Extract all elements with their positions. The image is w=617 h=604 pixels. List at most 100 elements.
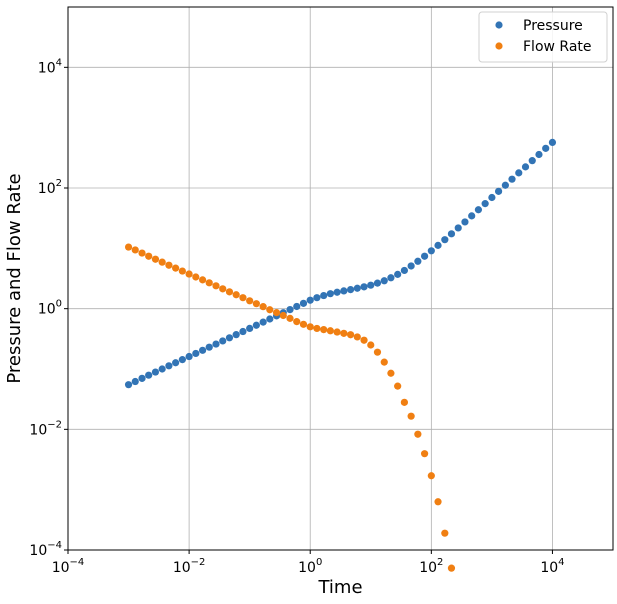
data-point — [320, 291, 328, 300]
plot-frame — [67, 6, 614, 551]
data-point — [528, 157, 536, 165]
data-point — [367, 281, 375, 289]
data-point — [259, 303, 267, 311]
series-pressure — [124, 138, 557, 389]
y-tick-label: 102 — [38, 178, 62, 197]
data-point — [138, 374, 146, 382]
legend-marker — [495, 21, 503, 29]
data-point — [145, 252, 153, 260]
data-point — [158, 365, 166, 373]
data-point — [192, 273, 200, 281]
series-flow-rate — [124, 243, 456, 572]
data-point — [414, 257, 422, 265]
data-point — [131, 377, 139, 386]
data-point — [192, 349, 200, 358]
data-point — [299, 299, 308, 307]
data-point — [340, 287, 348, 295]
data-point — [313, 324, 321, 333]
data-point — [279, 311, 287, 320]
data-point — [225, 288, 234, 296]
x-axis-ticks: 10−4 10−2 100 102 104 — [52, 550, 565, 576]
data-point — [548, 138, 557, 146]
data-point — [198, 276, 207, 284]
data-point — [165, 261, 173, 269]
data-point — [461, 218, 469, 226]
legend-label: Pressure — [523, 18, 583, 34]
data-point — [198, 346, 207, 354]
data-point — [239, 294, 247, 302]
data-point — [124, 381, 133, 389]
data-point — [138, 249, 146, 257]
data-point — [293, 318, 301, 326]
y-tick-label: 100 — [38, 299, 62, 318]
data-point — [259, 318, 267, 326]
data-point — [326, 327, 334, 335]
data-point — [320, 325, 328, 334]
data-point — [488, 193, 496, 202]
data-point — [272, 309, 281, 317]
data-point — [400, 266, 408, 275]
y-tick-label: 10−4 — [29, 540, 62, 559]
data-point — [380, 358, 388, 366]
data-point — [508, 175, 516, 183]
data-point — [212, 282, 220, 290]
data-point — [373, 348, 382, 356]
data-point — [219, 337, 227, 345]
data-point — [158, 258, 166, 266]
data-point — [340, 329, 348, 337]
data-point — [400, 398, 408, 406]
data-point — [286, 314, 294, 322]
data-point — [246, 324, 254, 332]
data-point — [434, 498, 442, 506]
data-point — [232, 331, 240, 339]
x-tick-label: 102 — [419, 557, 443, 576]
legend: Pressure Flow Rate — [478, 11, 608, 63]
data-point — [481, 200, 489, 208]
data-point — [447, 230, 456, 238]
data-point — [346, 286, 355, 294]
data-point — [145, 371, 153, 379]
data-point — [306, 323, 314, 331]
data-point — [219, 285, 227, 293]
data-point — [360, 283, 368, 291]
data-point — [521, 163, 530, 171]
data-point — [454, 224, 462, 232]
data-point — [407, 412, 415, 420]
x-tick-label: 10−2 — [173, 557, 206, 576]
y-tick-label: 104 — [38, 57, 62, 76]
data-point — [420, 252, 429, 260]
grid-lines — [67, 7, 613, 551]
data-point — [353, 333, 361, 341]
data-point — [542, 144, 550, 152]
data-point — [313, 294, 321, 302]
data-point — [420, 450, 429, 458]
legend-box — [478, 11, 608, 63]
data-point — [407, 262, 415, 270]
data-point — [494, 187, 503, 195]
data-point — [380, 277, 388, 285]
data-point — [394, 382, 402, 390]
data-point — [185, 270, 193, 278]
data-point — [434, 241, 442, 249]
data-point — [266, 306, 274, 314]
x-tick-label: 10−4 — [52, 557, 85, 576]
data-point — [333, 328, 341, 336]
data-point — [266, 315, 274, 323]
data-point — [501, 181, 509, 189]
data-point — [246, 297, 254, 305]
data-point — [165, 362, 173, 370]
data-point — [299, 320, 308, 328]
data-point — [387, 369, 395, 377]
data-point — [427, 247, 435, 255]
data-point — [326, 290, 334, 298]
data-point — [239, 327, 247, 336]
data-point — [205, 343, 213, 351]
y-axis-label: Pressure and Flow Rate — [4, 173, 25, 383]
data-point — [394, 270, 402, 278]
data-point — [427, 472, 435, 480]
data-point — [131, 246, 139, 254]
data-point — [387, 274, 395, 282]
data-point — [252, 300, 260, 308]
data-point — [124, 243, 133, 251]
